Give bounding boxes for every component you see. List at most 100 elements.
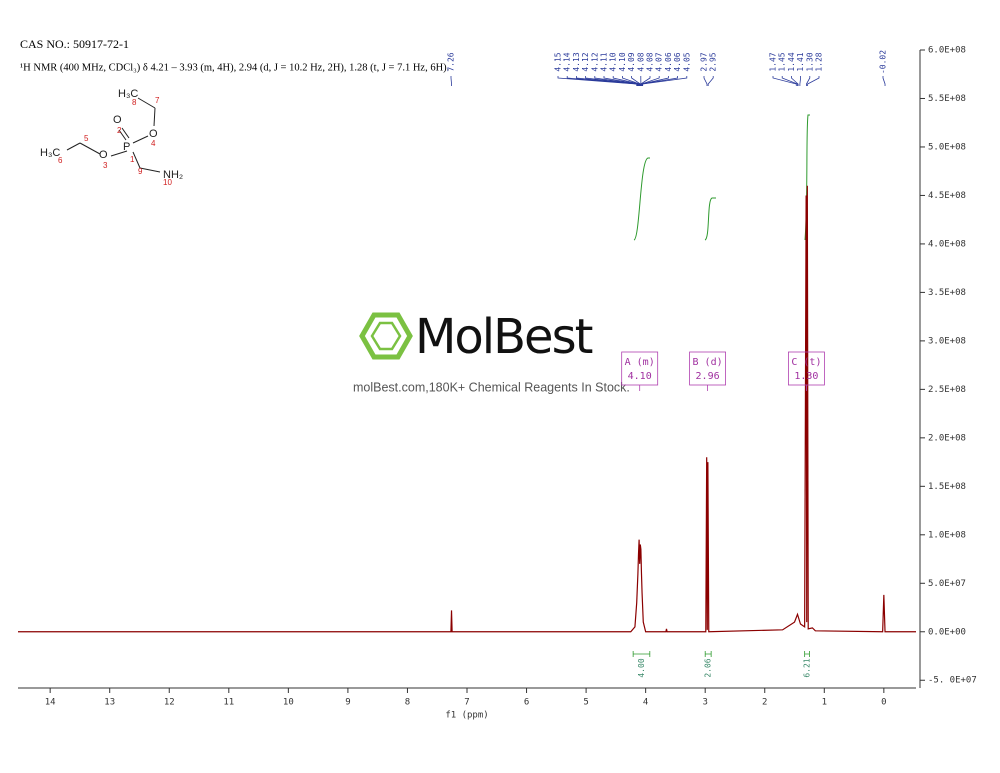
x-axis-label: f1 (ppm) (445, 711, 488, 721)
atom-number: 2 (117, 126, 122, 135)
peak-label: 2.97 (700, 52, 709, 71)
atom-number: 3 (103, 161, 108, 170)
nmr-description: ¹H NMR (400 MHz, CDCl₃) δ 4.21 – 3.93 (m… (20, 62, 449, 73)
spectrum-line (18, 185, 916, 633)
multiplet-shift: 4.10 (628, 371, 652, 382)
peak-connector (631, 76, 641, 86)
peak-label: 4.07 (655, 52, 664, 71)
molecule-bonds (66, 97, 161, 173)
peak-connector (703, 76, 708, 86)
peak-label: 4.06 (664, 52, 673, 71)
atom-label: O (99, 149, 108, 161)
atom-label: H₃C (40, 147, 60, 159)
atom-number: 8 (132, 98, 137, 107)
peak-label: 1.47 (769, 52, 778, 71)
y-tick-label: 2.0E+08 (928, 433, 966, 443)
y-tick-label: 0.0E+00 (928, 627, 966, 637)
multiplet-shift: 1.30 (794, 371, 818, 382)
peak-label: 4.09 (627, 52, 636, 71)
multiplet-name: B (d) (693, 357, 723, 368)
peak-label: 1.45 (778, 52, 787, 71)
peak-connector (642, 76, 688, 86)
y-tick-label: 1.5E+08 (928, 482, 966, 492)
peak-connector (807, 76, 820, 86)
peak-label: 1.30 (805, 52, 814, 71)
peak-connector (781, 76, 798, 86)
peak-label: 7.26 (447, 52, 456, 71)
x-tick-label: 0 (881, 698, 886, 708)
peak-connector (641, 76, 678, 86)
integral-bracket (804, 651, 810, 657)
x-tick-label: 4 (643, 698, 648, 708)
x-tick-label: 7 (464, 698, 469, 708)
y-tick-label: 6.0E+08 (928, 46, 966, 56)
molecule-logo (359, 312, 413, 360)
peak-label: 4.06 (673, 52, 682, 71)
x-tick-label: 11 (223, 698, 234, 708)
peak-connector (806, 76, 811, 86)
peak-connector (640, 76, 651, 86)
peak-label: 4.12 (581, 52, 590, 71)
peak-label: 4.10 (609, 52, 618, 71)
y-tick-label: -5. 0E+07 (928, 676, 977, 686)
integral-curves (633, 114, 810, 241)
x-tick-label: 10 (283, 698, 294, 708)
integral-bracket (704, 651, 712, 657)
multiplet-name: C (t) (791, 357, 821, 368)
atom-label: NH₂ (163, 169, 183, 181)
atom-number: 10 (163, 178, 172, 187)
peak-connector (882, 76, 886, 86)
atom-number: 4 (151, 139, 156, 148)
peak-connector (594, 76, 639, 86)
y-tick-label: 5.5E+08 (928, 94, 966, 104)
y-tick-label: 3.0E+08 (928, 336, 966, 346)
atom-number: 5 (84, 134, 89, 143)
peak-label: 4.11 (600, 52, 609, 71)
peak-connector (772, 76, 797, 86)
integral-value: 4.00 (637, 658, 646, 677)
peak-label: 4.08 (646, 52, 655, 71)
peak-label: 4.13 (572, 52, 581, 71)
x-tick-label: 3 (702, 698, 707, 708)
atom-label: P (123, 141, 130, 153)
peak-connector (641, 76, 660, 86)
multiplet-name: A (m) (625, 357, 655, 368)
peak-label: 1.28 (815, 52, 824, 71)
atom-number: 1 (130, 155, 135, 164)
peak-label: 4.05 (682, 52, 691, 71)
peak-connector (566, 76, 638, 86)
peak-connector (603, 76, 640, 86)
integral-value: 6.21 (803, 658, 812, 677)
integral-bracket (632, 651, 651, 657)
watermark-text: molBest.com,180K+ Chemical Reagents In S… (353, 380, 630, 394)
peak-connector (791, 76, 799, 86)
y-tick-label: 1.0E+08 (928, 530, 966, 540)
y-tick-label: 3.5E+08 (928, 288, 966, 298)
x-tick-label: 5 (583, 698, 588, 708)
atom-number: 7 (155, 96, 160, 105)
x-tick-label: 1 (822, 698, 827, 708)
y-tick-label: 5.0E+08 (928, 142, 966, 152)
peak-label: 1.44 (787, 52, 796, 71)
peak-label: 4.15 (554, 52, 563, 71)
cas-number: CAS NO.: 50917-72-1 (20, 37, 129, 51)
atom-label: O (149, 128, 158, 140)
y-tick-label: 5.0E+07 (928, 579, 966, 589)
peak-label: 1.41 (796, 52, 805, 71)
peak-connector (450, 76, 452, 86)
multiplet-shift: 2.96 (696, 371, 720, 382)
peak-label: 2.95 (709, 52, 718, 71)
atom-label: H₃C (118, 88, 138, 100)
peak-connector (557, 76, 638, 86)
y-tick-label: 4.0E+08 (928, 239, 966, 249)
y-tick-label: 2.5E+08 (928, 385, 966, 395)
atom-number: 9 (138, 167, 143, 176)
x-tick-label: 9 (345, 698, 350, 708)
x-tick-label: 13 (104, 698, 115, 708)
peak-connector (622, 76, 641, 86)
x-tick-label: 6 (524, 698, 529, 708)
peak-connector (576, 76, 639, 86)
peak-label: 4.12 (590, 52, 599, 71)
x-tick-label: 12 (164, 698, 175, 708)
